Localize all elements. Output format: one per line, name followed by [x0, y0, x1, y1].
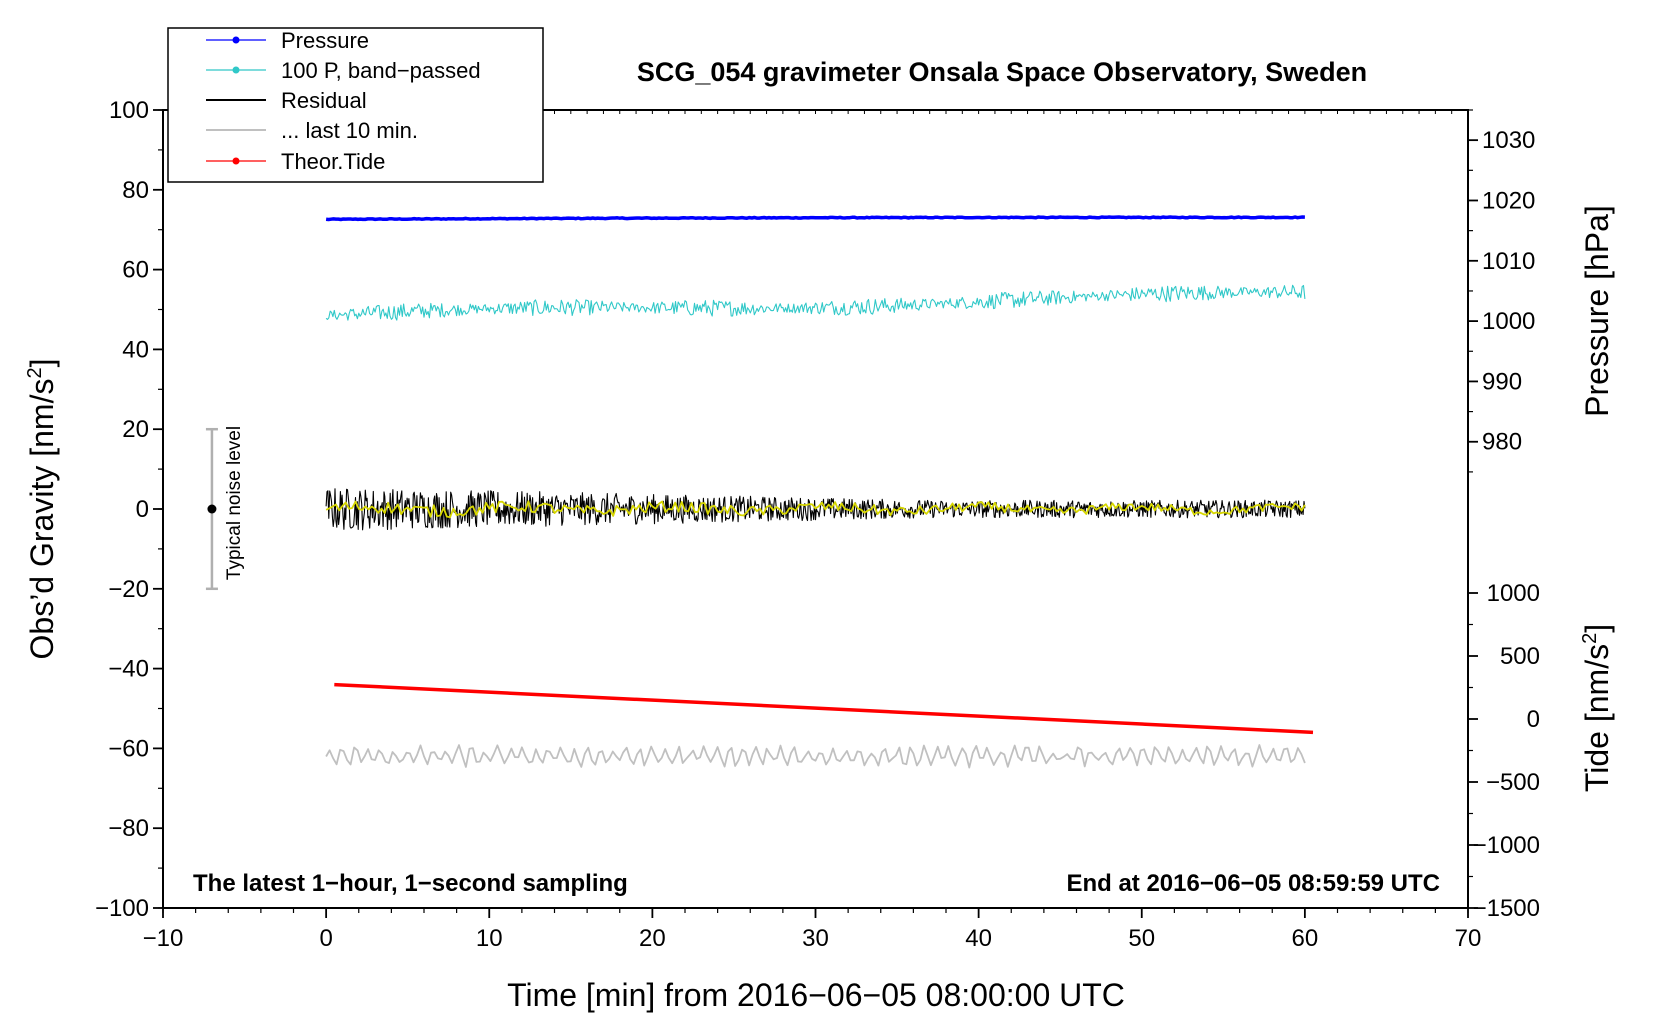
tide-tick-label: 500 [1500, 643, 1540, 670]
y-tick-label: 0 [136, 496, 149, 523]
pressure-tick-label: 980 [1482, 429, 1522, 456]
x-axis-label: Time [min] from 2016−06−05 08:00:00 UTC [507, 977, 1125, 1013]
x-tick-label: 30 [802, 925, 829, 952]
pressure-tick-labels: 980 990 1000 1010 1020 1030 [1482, 127, 1535, 456]
legend-marker-band-passed [232, 66, 240, 74]
y-tick-label: −80 [108, 815, 149, 842]
legend-marker-pressure [232, 36, 240, 44]
band-passed-series [325, 284, 1306, 321]
tide-tick-label: 1000 [1487, 580, 1540, 607]
noise-bar-center-dot [207, 504, 217, 514]
noise-label: Typical noise level [224, 426, 245, 580]
pressure-tick-label: 1020 [1482, 187, 1535, 214]
y-tick-label: −20 [108, 576, 149, 603]
pressure-tick-label: 1000 [1482, 308, 1535, 335]
pressure-series [325, 215, 1305, 222]
legend-label-last-10-min: ... last 10 min. [281, 118, 418, 143]
footer-right-note: End at 2016−06−05 08:59:59 UTC [1066, 870, 1440, 897]
pressure-axis-label: Pressure [hPa] [1579, 205, 1615, 417]
theor-tide-series [334, 682, 1314, 735]
y-tick-label: 20 [122, 416, 149, 443]
x-tick-label: 70 [1455, 925, 1482, 952]
x-tick-labels: −10 0 10 20 30 40 50 60 70 [143, 925, 1482, 952]
y-tick-labels: −100 −80 −60 −40 −20 0 20 40 60 80 100 [95, 97, 149, 922]
tide-tick-label: 0 [1527, 706, 1540, 733]
y-tick-label: 60 [122, 257, 149, 284]
x-tick-label: 0 [319, 925, 332, 952]
y-tick-label: 100 [109, 97, 149, 124]
y-axis-label-end: ] [24, 359, 60, 368]
y-axis-label-sup: 2 [24, 367, 46, 378]
pressure-tick-label: 1030 [1482, 127, 1535, 154]
legend-label-pressure: Pressure [281, 28, 369, 53]
x-tick-label: −10 [143, 925, 184, 952]
legend-marker-theor-tide [232, 157, 240, 165]
tide-axis-label-sup: 2 [1579, 633, 1601, 644]
legend: Pressure 100 P, band−passed Residual ...… [167, 27, 544, 183]
residual-smoothed-series [325, 500, 1306, 519]
x-tick-label: 20 [639, 925, 666, 952]
tide-axis-label-main: Tide [nm/s [1579, 644, 1615, 792]
tide-tick-label: −1000 [1473, 832, 1540, 859]
x-tick-label: 60 [1292, 925, 1319, 952]
x-tick-label: 40 [965, 925, 992, 952]
y-tick-label: 80 [122, 177, 149, 204]
tide-tick-label: −500 [1486, 769, 1540, 796]
footer-left-note: The latest 1−hour, 1−second sampling [193, 870, 628, 897]
y-axis-label: Obs’d Gravity [nm/s2] [24, 359, 60, 660]
y-tick-label: 40 [122, 336, 149, 363]
x-tick-label: 50 [1128, 925, 1155, 952]
y-tick-label: −60 [108, 735, 149, 762]
pressure-tick-label: 1010 [1482, 248, 1535, 275]
y-axis-label-main: Obs’d Gravity [nm/s [24, 379, 60, 660]
x-tick-label: 10 [476, 925, 503, 952]
tide-axis-label-end: ] [1579, 624, 1615, 633]
tide-tick-label: −1500 [1473, 895, 1540, 922]
legend-label-band-passed: 100 P, band−passed [281, 58, 481, 83]
legend-label-theor-tide: Theor.Tide [281, 149, 385, 174]
noise-bar: Typical noise level [205, 426, 245, 591]
tide-axis-label: Tide [nm/s2] [1579, 624, 1615, 792]
legend-label-residual: Residual [281, 88, 367, 113]
axis-ticks [153, 109, 1478, 918]
pressure-tick-label: 990 [1482, 368, 1522, 395]
chart-title: SCG_054 gravimeter Onsala Space Observat… [637, 57, 1367, 87]
legend-box [167, 27, 544, 183]
y-tick-label: −40 [108, 656, 149, 683]
last-10-min-series [325, 744, 1306, 769]
y-tick-label: −100 [95, 895, 149, 922]
series-group [325, 215, 1314, 769]
tide-tick-labels: −1500 −1000 −500 0 500 1000 [1473, 580, 1540, 922]
